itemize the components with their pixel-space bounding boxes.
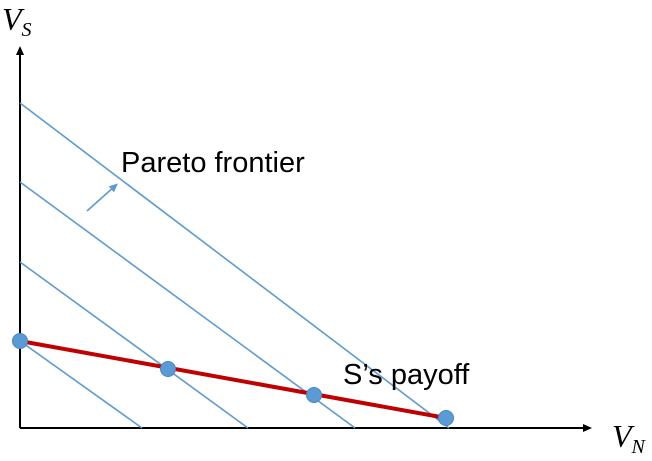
payoff-label: S’s payoff bbox=[343, 359, 470, 391]
x-axis-label: VN bbox=[612, 418, 647, 458]
frontier-direction-arrow bbox=[86, 183, 118, 212]
payoff-line bbox=[19, 339, 447, 420]
payoff-point-2 bbox=[160, 361, 176, 377]
payoff-point-1 bbox=[12, 333, 28, 349]
y-axis-label: VS bbox=[2, 1, 32, 41]
payoff-point-4 bbox=[438, 410, 454, 426]
iso-line-1 bbox=[19, 102, 450, 429]
pareto-frontier-label: Pareto frontier bbox=[121, 147, 305, 179]
iso-line-2 bbox=[19, 181, 356, 429]
iso-line-4 bbox=[19, 340, 143, 429]
iso-line-3 bbox=[19, 261, 249, 429]
payoff-point-3 bbox=[306, 387, 322, 403]
